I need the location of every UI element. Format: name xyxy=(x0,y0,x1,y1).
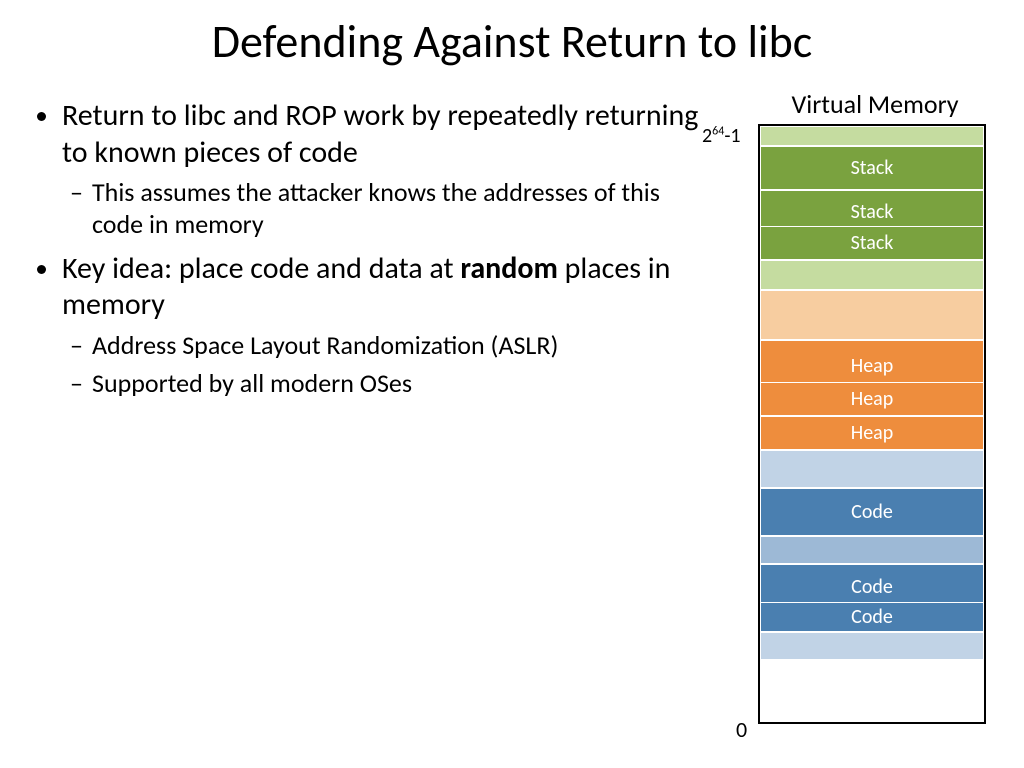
bullet-1: Return to libc and ROP work by repeatedl… xyxy=(62,98,700,241)
vm-addr-top-suffix: -1 xyxy=(724,124,740,148)
vm-seg-gap-4 xyxy=(760,260,984,290)
vm-seg-gap-5 xyxy=(760,290,984,340)
vm-seg-gap-9 xyxy=(760,450,984,488)
bullet-2-sub-2: Supported by all modern OSes xyxy=(92,368,700,400)
vm-seg-heap-8: Heap xyxy=(760,416,984,450)
bullet-2-bold: random xyxy=(460,250,558,287)
vm-box: StackStackStackHeapHeapHeapCodeCodeCode xyxy=(758,124,986,724)
vm-seg-code-13: Code xyxy=(760,602,984,632)
bullet-1-sublist: This assumes the attacker knows the addr… xyxy=(62,177,700,240)
body-text: Return to libc and ROP work by repeatedl… xyxy=(30,98,700,409)
vm-addr-bottom: 0 xyxy=(736,716,747,743)
slide-title: Defending Against Return to libc xyxy=(0,14,1024,70)
vm-seg-stack-3: Stack xyxy=(760,226,984,260)
vm-seg-gap-14 xyxy=(760,632,984,660)
bullet-1-sub-1: This assumes the attacker knows the addr… xyxy=(92,177,700,240)
vm-seg-gap-0 xyxy=(760,126,984,146)
bullet-2-sublist: Address Space Layout Randomization (ASLR… xyxy=(62,330,700,399)
slide: Defending Against Return to libc Return … xyxy=(0,0,1024,768)
vm-seg-stack-1: Stack xyxy=(760,146,984,190)
vm-seg-gap-11 xyxy=(760,536,984,564)
bullet-list: Return to libc and ROP work by repeatedl… xyxy=(30,98,700,399)
vm-addr-top-base: 2 xyxy=(702,124,712,148)
vm-addr-top: 264-1 xyxy=(702,124,741,148)
virtual-memory-diagram: Virtual Memory 264-1 StackStackStackHeap… xyxy=(740,88,1010,724)
vm-seg-heap-7: Heap xyxy=(760,382,984,416)
bullet-2-sub-1: Address Space Layout Randomization (ASLR… xyxy=(92,330,700,362)
bullet-1-text: Return to libc and ROP work by repeatedl… xyxy=(62,97,698,171)
vm-addr-top-sup: 64 xyxy=(712,124,724,138)
vm-title: Virtual Memory xyxy=(740,88,1010,120)
bullet-2-text-a: Key idea: place code and data at xyxy=(62,250,460,287)
bullet-2: Key idea: place code and data at random … xyxy=(62,251,700,400)
vm-seg-code-10: Code xyxy=(760,488,984,536)
